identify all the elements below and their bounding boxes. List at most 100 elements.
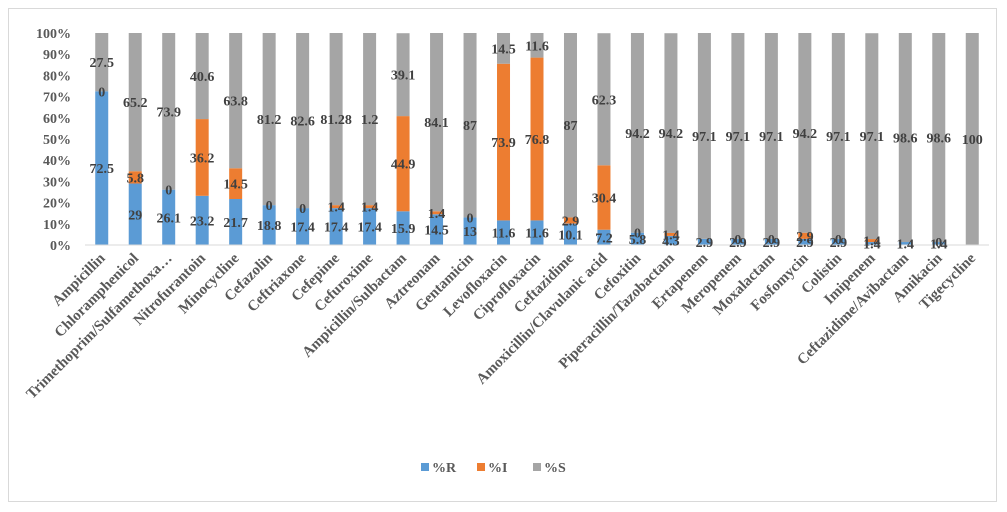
data-label-pct-s: 87 bbox=[463, 119, 477, 134]
y-axis-ticks: 0% 10% 20% 30% 40% 50% 60% 70% 80% 90% 100% bbox=[36, 27, 71, 254]
bar-pct-r bbox=[195, 195, 209, 245]
data-label-pct-i: 0 bbox=[768, 233, 775, 248]
bar-pct-r bbox=[229, 198, 243, 245]
data-label-pct-s: 1.2 bbox=[361, 113, 379, 128]
data-label-pct-r: 4.3 bbox=[662, 234, 680, 249]
y-tick-label: 0% bbox=[50, 239, 71, 254]
data-label-pct-s: 62.3 bbox=[592, 93, 617, 108]
data-label-pct-s: 63.8 bbox=[223, 95, 248, 110]
bar-pct-r bbox=[296, 208, 310, 245]
bar-pct-s bbox=[463, 33, 477, 218]
data-label-pct-i: 0 bbox=[634, 227, 641, 242]
data-label-pct-s: 14.5 bbox=[491, 42, 516, 57]
data-label-pct-r: 17.4 bbox=[357, 221, 382, 236]
data-label-pct-r: 18.8 bbox=[257, 219, 282, 234]
data-label-pct-s: 94.2 bbox=[793, 127, 818, 142]
bar-pct-s bbox=[898, 33, 912, 243]
bar-pct-r bbox=[932, 242, 946, 245]
legend-label: %I bbox=[488, 461, 507, 476]
bar-pct-s bbox=[831, 33, 845, 239]
bar-pct-s bbox=[195, 33, 209, 120]
bar-pct-r bbox=[563, 223, 577, 245]
data-label-pct-i: 1.4 bbox=[327, 201, 345, 216]
data-label-pct-r: 72.5 bbox=[89, 162, 114, 177]
data-label-pct-r: 1.4 bbox=[897, 238, 915, 253]
data-label-pct-r: 2.9 bbox=[763, 236, 781, 251]
data-label-pct-r: 13 bbox=[463, 225, 477, 240]
bar-pct-r bbox=[363, 208, 377, 245]
y-tick-label: 70% bbox=[43, 91, 71, 106]
legend-swatch bbox=[477, 463, 485, 471]
bar-pct-r bbox=[128, 183, 142, 245]
data-label-pct-i: 0 bbox=[266, 199, 273, 214]
data-label-pct-r: 1.4 bbox=[863, 238, 881, 253]
y-tick-label: 90% bbox=[43, 48, 71, 63]
bar-pct-r bbox=[865, 242, 879, 245]
data-label-pct-r: 14.5 bbox=[424, 224, 449, 239]
data-label-pct-i: 2.9 bbox=[796, 230, 814, 245]
data-label-pct-r: 2.9 bbox=[729, 236, 747, 251]
bar-pct-r bbox=[262, 205, 276, 245]
data-label-pct-s: 82.6 bbox=[290, 115, 315, 130]
bar-pct-s bbox=[798, 33, 812, 233]
bar-pct-r bbox=[764, 238, 778, 245]
bar-pct-i bbox=[363, 205, 377, 209]
data-label-pct-r: 29 bbox=[128, 208, 142, 223]
bar-pct-i bbox=[597, 165, 611, 230]
bar-pct-s bbox=[664, 33, 678, 233]
chart-frame: 0% 10% 20% 30% 40% 50% 60% 70% 80% 90% 100% Ampici… bbox=[8, 8, 997, 502]
legend-swatch bbox=[421, 463, 429, 471]
bar-pct-i bbox=[563, 217, 577, 224]
data-label-pct-i: 14.5 bbox=[223, 178, 248, 193]
bar-pct-s bbox=[697, 33, 711, 239]
data-label-pct-s: 40.6 bbox=[190, 70, 215, 85]
data-label-pct-i: 44.9 bbox=[391, 158, 416, 173]
data-label-pct-r: 7.2 bbox=[595, 231, 613, 246]
bar-pct-i bbox=[229, 168, 243, 199]
bar-pct-r bbox=[898, 242, 912, 245]
legend-label: %S bbox=[544, 461, 566, 476]
bar-pct-i bbox=[396, 116, 410, 212]
bar-pct-i bbox=[329, 205, 343, 209]
bar-pct-s bbox=[530, 33, 544, 58]
data-label-pct-s: 27.5 bbox=[89, 56, 114, 71]
bar-pct-s bbox=[396, 33, 410, 117]
bar-pct-s bbox=[764, 33, 778, 239]
y-tick-label: 20% bbox=[43, 197, 71, 212]
data-label-pct-s: 84.1 bbox=[424, 116, 449, 131]
data-label-pct-i: 0 bbox=[165, 184, 172, 199]
bar-pct-i bbox=[195, 119, 209, 196]
data-label-pct-s: 11.6 bbox=[525, 39, 549, 54]
bar-pct-s bbox=[932, 33, 946, 243]
bar-pct-s bbox=[162, 33, 176, 190]
data-label-pct-i: 0 bbox=[299, 202, 306, 217]
bar-pct-s bbox=[95, 33, 109, 92]
data-label-pct-s: 73.9 bbox=[156, 105, 181, 120]
data-label-pct-i: 1.4 bbox=[361, 201, 379, 216]
bar-pct-i bbox=[128, 171, 142, 184]
data-label-pct-s: 97.1 bbox=[826, 130, 851, 145]
data-label-pct-i: 36.2 bbox=[190, 151, 215, 166]
data-label-pct-i: 2.9 bbox=[562, 215, 580, 230]
bar-pct-r bbox=[731, 238, 745, 245]
data-label-pct-i: 0 bbox=[835, 233, 842, 248]
x-axis-category-labels: AmpicillinChloramphenicolTrimethoprim/Su… bbox=[24, 250, 980, 402]
y-tick-label: 30% bbox=[43, 175, 71, 190]
y-tick-label: 50% bbox=[43, 133, 71, 148]
data-label-pct-s: 97.1 bbox=[759, 130, 784, 145]
bar-pct-s bbox=[597, 33, 611, 166]
bar-pct-i bbox=[664, 232, 678, 236]
bar-pct-i bbox=[798, 232, 812, 239]
data-label-pct-s: 94.2 bbox=[625, 127, 650, 142]
data-label-pct-r: 5.8 bbox=[629, 233, 647, 248]
bar-pct-r bbox=[463, 217, 477, 245]
data-label-pct-r: 23.2 bbox=[190, 214, 215, 229]
data-label-pct-s: 94.2 bbox=[659, 127, 684, 142]
bar-pct-r bbox=[630, 232, 644, 245]
bar-pct-r bbox=[329, 208, 343, 245]
data-label-pct-i: 5.8 bbox=[126, 171, 144, 186]
data-label-pct-r: 17.4 bbox=[324, 221, 349, 236]
data-label-pct-s: 97.1 bbox=[726, 130, 751, 145]
bar-pct-i bbox=[530, 57, 544, 221]
bar-pct-r bbox=[831, 238, 845, 245]
